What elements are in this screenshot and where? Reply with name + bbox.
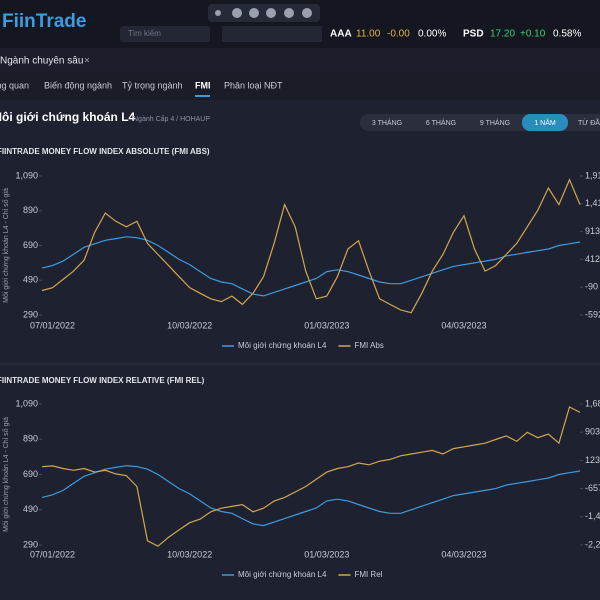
search-box[interactable] <box>120 26 210 42</box>
x-tick-label: 01/03/2023 <box>304 549 349 559</box>
nav-item-active[interactable]: FMI <box>195 80 211 90</box>
icon[interactable] <box>266 8 276 18</box>
x-tick-label: 10/03/2022 <box>167 320 212 330</box>
y-axis-label: Môi giới chứng khoán L4 - Chỉ số giá <box>1 417 10 532</box>
logo[interactable]: FiinTrade <box>2 11 86 32</box>
page-title: Môi giới chứng khoán L4 <box>0 110 136 124</box>
y2-tick-label: 903 <box>585 427 600 437</box>
ticker-symbol: AAA <box>330 29 352 40</box>
x-tick-label: 07/01/2022 <box>30 320 75 330</box>
y2-tick-label: 123 <box>585 455 600 465</box>
y2-tick-label: 1,917 <box>585 170 600 180</box>
icon[interactable] <box>284 8 294 18</box>
legend-label: FMI Abs <box>354 341 383 350</box>
y2-tick-label: 1,415 <box>585 198 600 208</box>
y-tick-label: 690 <box>23 469 38 479</box>
icon[interactable] <box>249 8 259 18</box>
ticker-controls[interactable] <box>222 26 322 42</box>
y2-tick-label: -90 <box>585 282 598 292</box>
nav-item[interactable]: Tỷ trọng ngành <box>122 80 183 90</box>
tab-bar <box>0 48 600 72</box>
nav-item[interactable]: Phân loại NĐT <box>224 80 283 90</box>
y-tick-label: 490 <box>23 504 38 514</box>
y2-tick-label: -2,217 <box>585 539 600 549</box>
period-button[interactable]: 3 THÁNG <box>372 118 402 127</box>
chart-title: FIINTRADE MONEY FLOW INDEX RELATIVE (FMI… <box>0 376 205 385</box>
y-axis-label: Môi giới chứng khoán L4 - Chỉ số giá <box>1 188 10 303</box>
y2-tick-label: 1,683 <box>585 398 600 408</box>
page-subtitle: Ngành Cấp 4 / HOHAUP <box>133 114 210 123</box>
content <box>0 100 600 600</box>
y2-tick-label: 412 <box>585 254 600 264</box>
y-tick-label: 490 <box>23 275 38 285</box>
tab-close[interactable]: × <box>84 56 90 67</box>
x-tick-label: 04/03/2023 <box>441 549 486 559</box>
nav-item[interactable]: Biến động ngành <box>44 80 112 90</box>
series-line <box>41 236 581 297</box>
icon[interactable] <box>302 8 312 18</box>
ticker-symbol: PSD <box>463 29 484 40</box>
y-tick-label: 290 <box>23 309 38 319</box>
chart-title: FIINTRADE MONEY FLOW INDEX ABSOLUTE (FMI… <box>0 147 210 156</box>
legend-label: Môi giới chứng khoán L4 <box>238 570 327 579</box>
ticker-pct: 0.58% <box>553 29 581 40</box>
period-button[interactable]: 1 NĂM <box>534 118 556 127</box>
legend-label: Môi giới chứng khoán L4 <box>238 341 327 350</box>
period-button[interactable]: 9 THÁNG <box>480 118 510 127</box>
y-tick-label: 690 <box>23 240 38 250</box>
x-tick-label: 01/03/2023 <box>304 320 349 330</box>
ticker-change: -0.00 <box>387 29 410 40</box>
nav-bar <box>0 72 600 100</box>
y2-tick-label: -1,437 <box>585 511 600 521</box>
nav-item[interactable]: Tổng quan <box>0 80 29 90</box>
period-button[interactable]: 6 THÁNG <box>426 118 456 127</box>
nav-indicator <box>195 95 210 97</box>
ticker-pct: 0.00% <box>418 29 446 40</box>
x-tick-label: 04/03/2023 <box>441 320 486 330</box>
ticker-price: 11.00 <box>356 29 381 40</box>
ticker-price: 17.20 <box>490 29 515 40</box>
x-tick-label: 10/03/2022 <box>167 549 212 559</box>
y2-tick-label: -592 <box>585 309 600 319</box>
y-tick-label: 1,090 <box>15 170 38 180</box>
y-tick-label: 890 <box>23 205 38 215</box>
series-line <box>41 178 581 314</box>
y2-tick-label: 913 <box>585 226 600 236</box>
y-tick-label: 290 <box>23 539 38 549</box>
icon[interactable] <box>215 10 221 16</box>
series-line <box>41 406 581 547</box>
tab[interactable]: Ngành chuyên sâu <box>0 56 83 67</box>
ticker-change: +0.10 <box>520 29 546 40</box>
y-tick-label: 1,090 <box>15 398 38 408</box>
legend-label: FMI Rel <box>354 570 382 579</box>
series-line <box>41 465 581 527</box>
search-placeholder[interactable]: Tìm kiếm <box>128 29 161 38</box>
y2-tick-label: -657 <box>585 483 600 493</box>
y-tick-label: 890 <box>23 434 38 444</box>
period-active <box>522 114 568 131</box>
period-button[interactable]: TỪ ĐẦU NĂM <box>578 117 600 127</box>
x-tick-label: 07/01/2022 <box>30 549 75 559</box>
toolbar-icons[interactable] <box>215 8 312 18</box>
icon[interactable] <box>232 8 242 18</box>
